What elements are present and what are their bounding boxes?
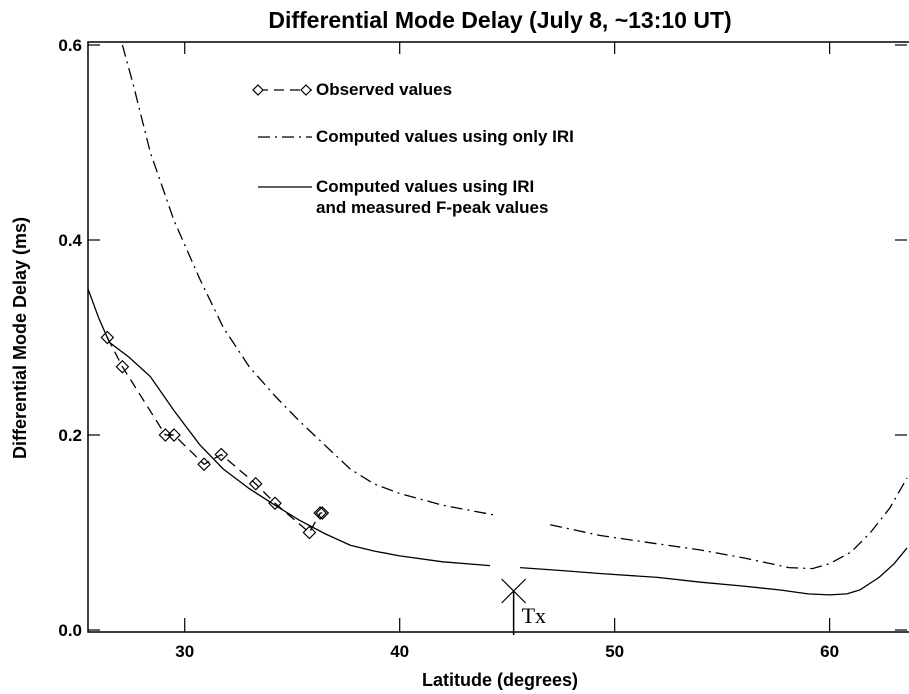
y-tick-label: 0.6 [58,36,82,55]
data-point [302,525,317,540]
legend-marker [252,84,264,96]
legend-marker [300,84,312,96]
data-point [214,447,229,462]
series-line [121,44,908,570]
data-point [268,496,282,511]
data-point [100,330,115,345]
data-point [248,476,263,491]
x-axis-label: Latitude (degrees) [422,670,578,690]
data-point [197,457,211,472]
x-tick-label: 50 [605,642,624,661]
data-point [167,428,181,442]
series-line [106,337,323,534]
x-tick-label: 60 [820,642,839,661]
chart-title: Differential Mode Delay (July 8, ~13:10 … [268,7,731,33]
legend-label: Computed values using IRI and measured F… [316,177,549,217]
y-axis-label: Differential Mode Delay (ms) [10,217,30,459]
data-point [313,506,328,520]
y-tick-label: 0.4 [58,231,82,250]
x-tick-label: 40 [390,642,409,661]
data-point [315,506,330,520]
y-tick-label: 0.0 [58,621,82,640]
x-tick-label: 30 [175,642,194,661]
legend-label: Computed values using only IRI [316,127,574,146]
data-point [115,359,130,374]
plot-frame [87,41,909,633]
y-tick-label: 0.2 [58,426,82,445]
annotation-text: Tx [522,603,546,628]
legend-label: Observed values [316,80,453,99]
series-line [88,288,908,596]
